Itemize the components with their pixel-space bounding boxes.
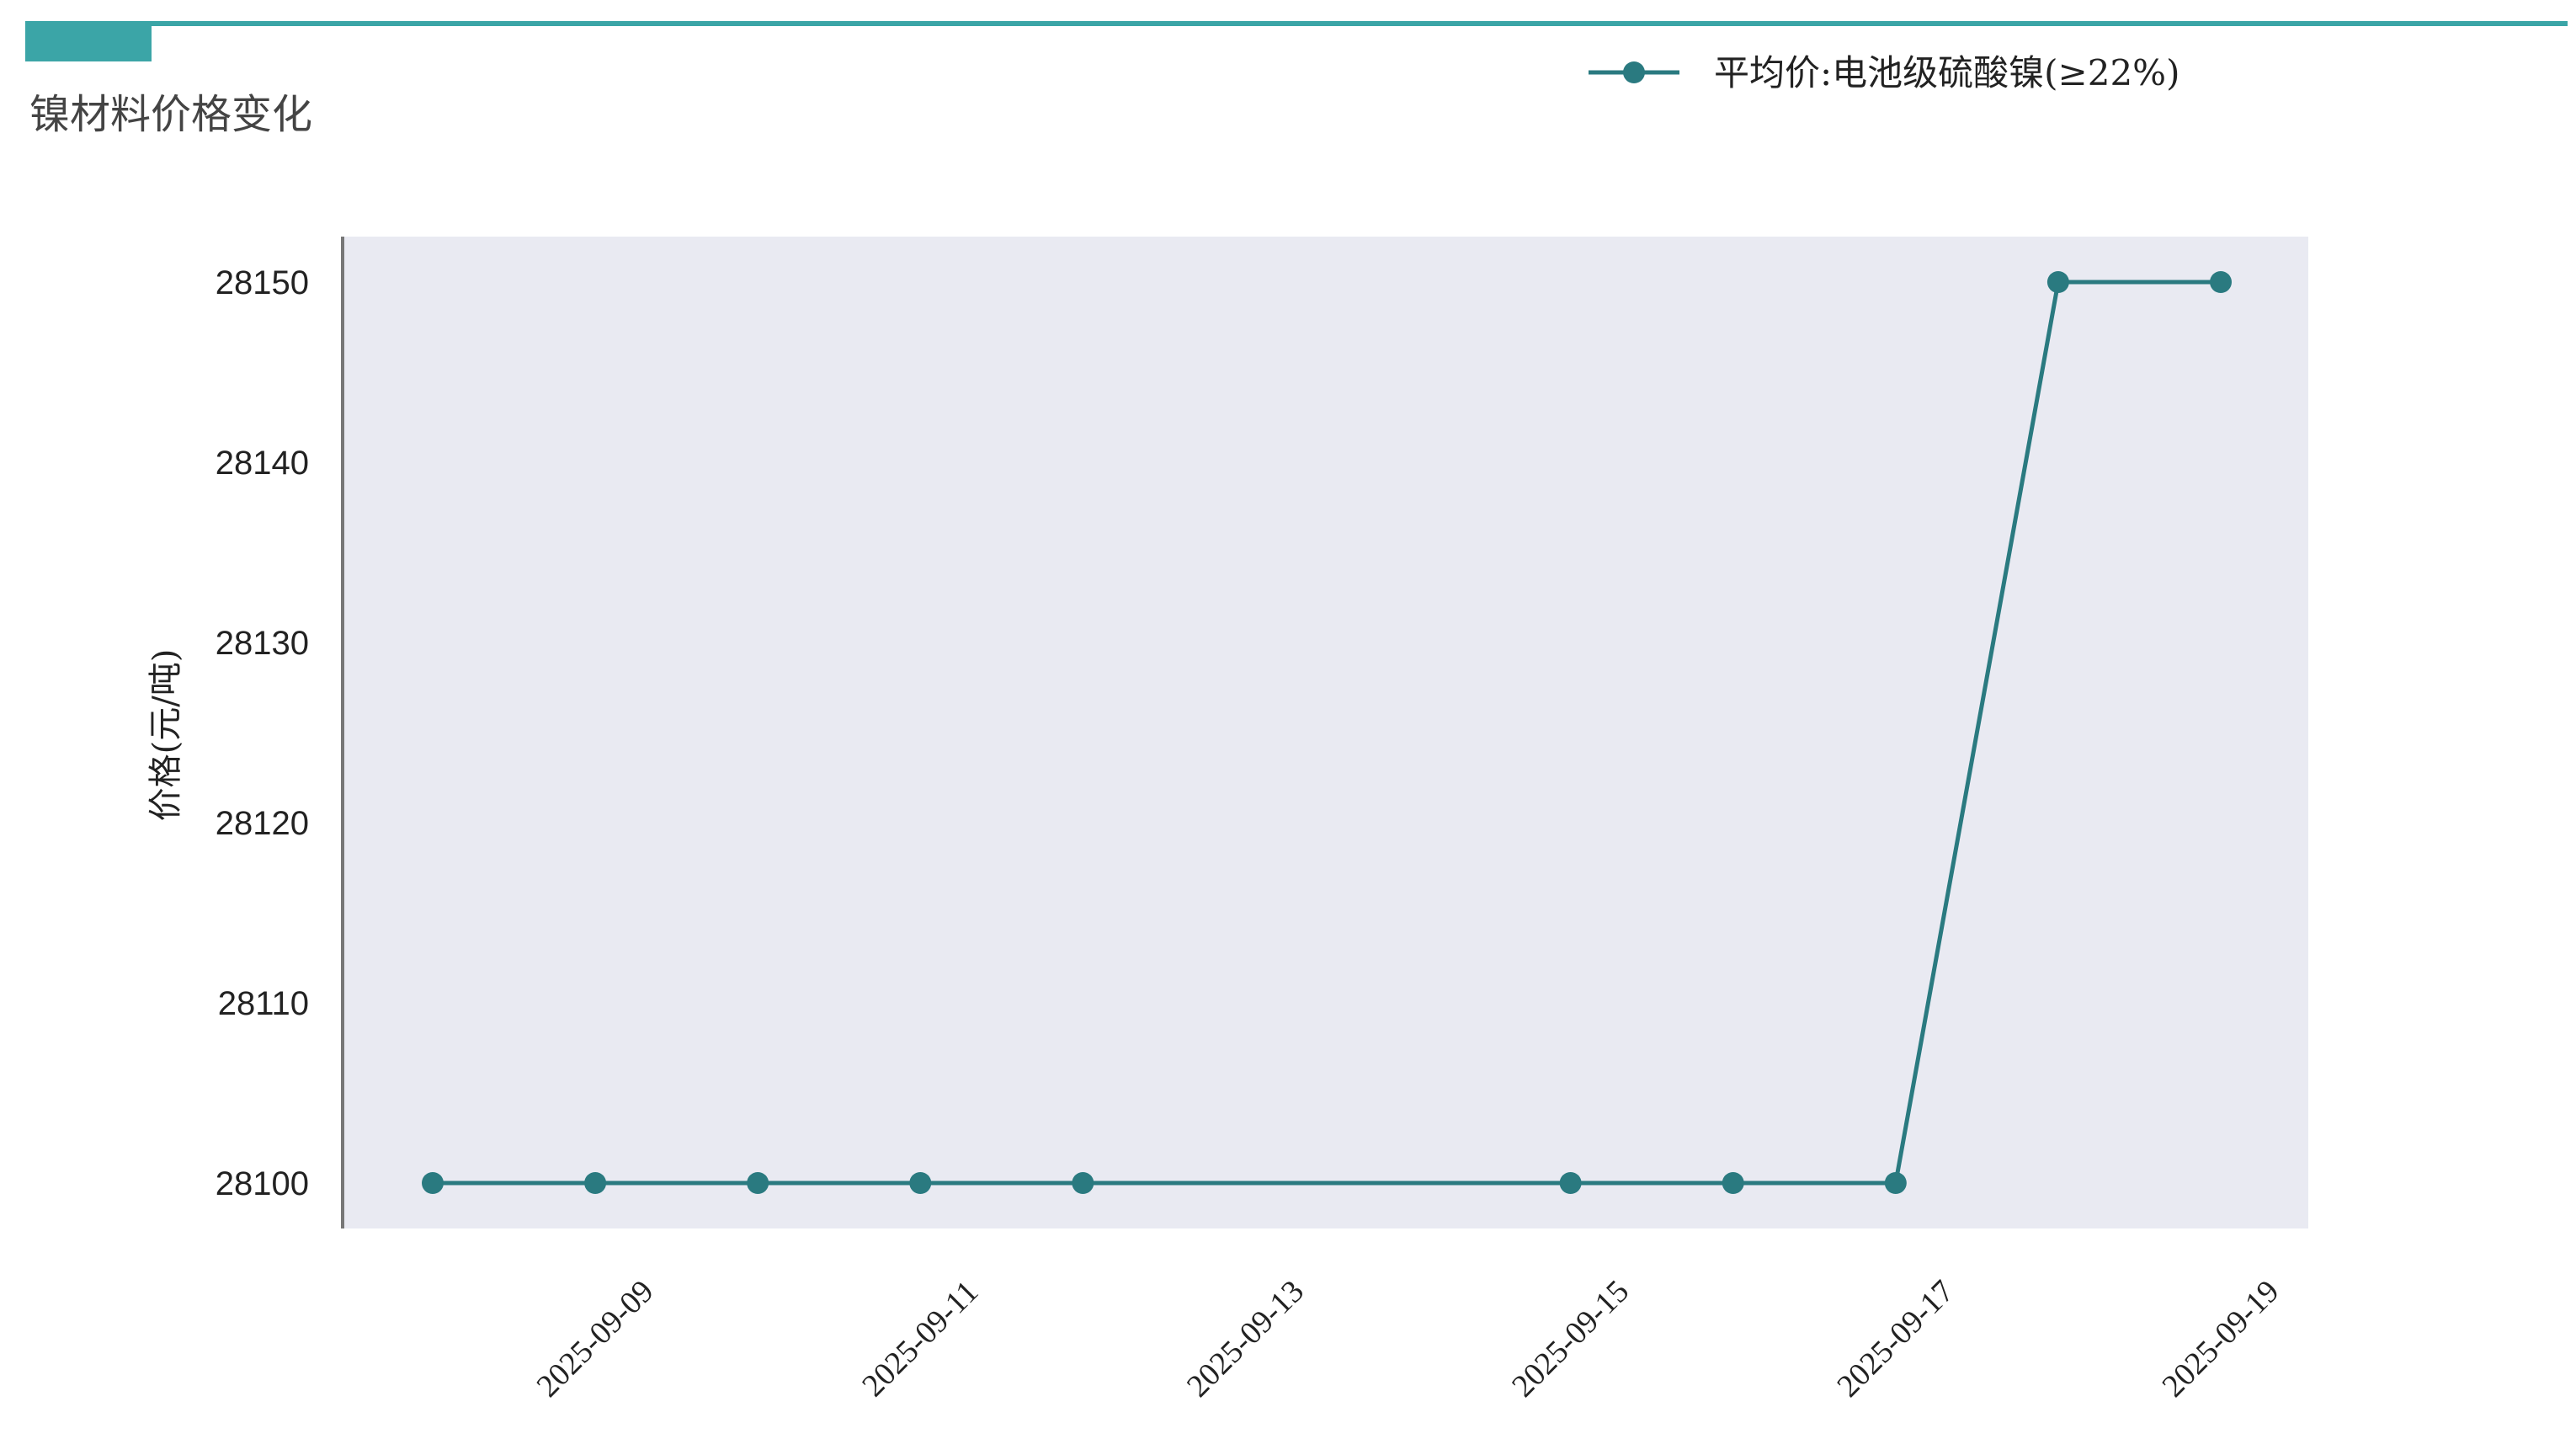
data-point [422,1172,444,1194]
header-rule [25,21,2568,26]
data-point [1722,1172,1744,1194]
legend: 平均价:电池级硫酸镍(≥22%) [1589,52,2179,93]
x-tick-label: 2025-09-17 [1830,1273,1961,1404]
data-point [1884,1172,1907,1194]
y-tick-label: 28130 [216,625,309,662]
y-tick-label: 28110 [218,985,309,1022]
y-tick-label: 28100 [216,1165,309,1202]
header-accent-block [25,21,152,61]
y-tick-label: 28140 [216,445,309,482]
x-tick-label: 2025-09-19 [2155,1273,2286,1404]
legend-label: 平均价:电池级硫酸镍(≥22%) [1714,52,2179,93]
legend-marker-icon [1623,61,1645,83]
x-tick-label: 2025-09-11 [855,1274,985,1404]
data-point [2046,271,2069,293]
chart-title: 镍材料价格变化 [29,91,312,138]
data-point [909,1172,932,1194]
data-point [1072,1172,1094,1194]
data-point [584,1172,607,1194]
data-point [2210,271,2232,293]
x-tick-label: 2025-09-09 [530,1273,661,1404]
series-line [433,280,2221,1186]
data-point [1559,1172,1582,1194]
data-point [747,1172,769,1194]
x-tick-label: 2025-09-15 [1505,1273,1636,1404]
y-axis-label: 价格(元/吨) [146,649,185,822]
x-tick-label: 2025-09-13 [1180,1273,1311,1404]
y-tick-label: 28120 [216,805,309,842]
y-tick-label: 28150 [216,264,309,301]
plot-area [343,237,2308,1228]
